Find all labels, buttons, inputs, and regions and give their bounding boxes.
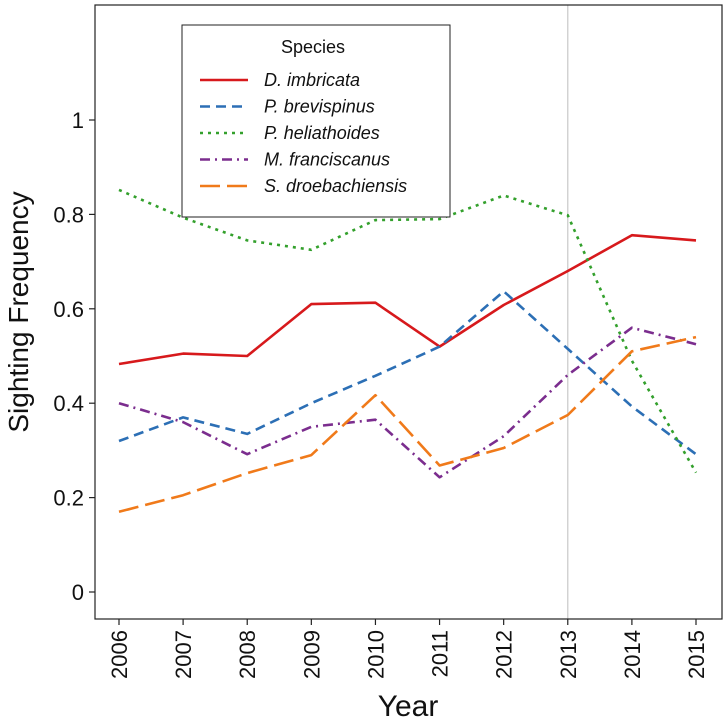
y-tick-label: 0.6: [53, 297, 84, 322]
y-axis: 0 0.2 0.4 0.6 0.8 1: [53, 108, 95, 605]
x-tick-label: 2015: [684, 630, 709, 679]
y-tick-label: 0.2: [53, 486, 84, 511]
y-tick-label: 0.4: [53, 391, 84, 416]
legend-label: S. droebachiensis: [264, 176, 407, 196]
x-tick-label: 2010: [363, 630, 388, 679]
y-tick-label: 0: [72, 580, 84, 605]
legend-label: P. brevispinus: [264, 97, 375, 117]
legend-items: D. imbricata P. brevispinus P. heliathoide…: [200, 70, 407, 196]
y-axis-label: Sighting Frequency: [3, 191, 34, 432]
legend-label: M. franciscanus: [264, 150, 390, 170]
legend-label: D. imbricata: [264, 70, 360, 90]
legend-title: Species: [281, 37, 345, 57]
legend-label: P. heliathoides: [264, 123, 380, 143]
series-line-3: [118, 188, 698, 474]
x-tick-label: 2009: [299, 630, 324, 679]
x-tick-label: 2013: [556, 630, 581, 679]
legend-box: [181, 24, 451, 218]
series-line-2: [118, 289, 697, 456]
series-layer: [118, 188, 698, 514]
x-tick-label: 2011: [428, 630, 453, 677]
series-line-4: [118, 326, 697, 479]
y-tick-label: 0.8: [53, 202, 84, 227]
x-tick-label: 2008: [235, 630, 260, 679]
legend: Species D. imbricata P. brevispinus P. hel…: [181, 24, 451, 218]
series-line-1: [118, 233, 697, 366]
x-tick-label: 2007: [171, 630, 196, 679]
x-tick-label: 2014: [620, 630, 645, 679]
y-tick-label: 1: [72, 108, 84, 133]
x-axis: 2006 2007 2008 2009 2010 2011 2012 2013 2014 2015: [107, 619, 709, 679]
x-tick-label: 2006: [107, 630, 132, 679]
plot-frame: [94, 4, 723, 620]
x-tick-label: 2012: [492, 630, 517, 679]
series-line-5: [118, 335, 697, 514]
x-axis-label: Year: [378, 690, 439, 723]
